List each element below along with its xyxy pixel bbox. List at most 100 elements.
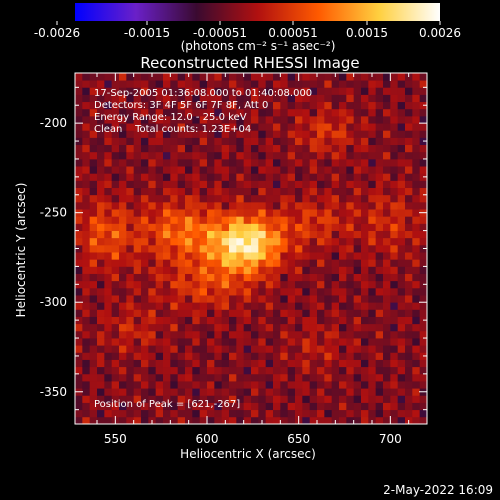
heatmap-cell	[368, 381, 377, 389]
heatmap-cell	[258, 180, 267, 189]
heatmap-cell	[243, 80, 252, 88]
heatmap-cell	[75, 359, 83, 368]
heatmap-cell	[405, 223, 413, 231]
heatmap-cell	[199, 173, 208, 181]
heatmap-cell	[148, 201, 157, 210]
heatmap-cell	[199, 395, 208, 403]
heatmap-cell	[199, 287, 208, 296]
heatmap-cell	[361, 252, 369, 260]
heatmap-cell	[280, 395, 289, 403]
heatmap-cell	[192, 166, 201, 174]
heatmap-cell	[390, 366, 399, 375]
heatmap-cell	[251, 108, 259, 117]
heatmap-cell	[287, 94, 296, 103]
heatmap-cell	[339, 173, 347, 181]
heatmap-cell	[97, 388, 105, 396]
heatmap-cell	[141, 108, 149, 117]
heatmap-cell	[375, 230, 384, 239]
heatmap-cell	[141, 266, 149, 274]
heatmap-cell	[207, 151, 215, 160]
heatmap-cell	[126, 395, 135, 403]
heatmap-cell	[170, 323, 179, 332]
heatmap-cell	[185, 373, 193, 382]
heatmap-cell	[375, 151, 384, 160]
heatmap-cell	[383, 237, 391, 246]
heatmap-cell	[397, 309, 406, 317]
heatmap-cell	[111, 237, 120, 246]
heatmap-cell	[170, 388, 179, 396]
heatmap-cell	[236, 223, 245, 231]
heatmap-cell	[177, 237, 186, 246]
heatmap-cell	[331, 209, 340, 217]
heatmap-cell	[192, 388, 201, 396]
heatmap-cell	[229, 266, 237, 274]
heatmap-cell	[375, 330, 384, 339]
heatmap-cell	[339, 244, 347, 253]
heatmap-cell	[353, 259, 362, 267]
heatmap-cell	[375, 201, 384, 210]
heatmap-cell	[192, 237, 201, 246]
heatmap-cell	[317, 237, 325, 246]
heatmap-cell	[265, 137, 274, 146]
heatmap-cell	[412, 209, 421, 217]
heatmap-cell	[104, 144, 113, 153]
x-axis: 550 600 650 700 Heliocentric X (arcsec)	[104, 432, 402, 461]
heatmap-cell	[317, 287, 325, 296]
heatmap-cell	[97, 151, 105, 160]
heatmap-cell	[346, 352, 355, 360]
heatmap-cell	[199, 187, 208, 196]
heatmap-cell	[295, 94, 303, 103]
heatmap-cell	[133, 345, 142, 353]
heatmap-cell	[229, 252, 237, 260]
heatmap-cell	[126, 338, 135, 346]
heatmap-cell	[361, 223, 369, 231]
heatmap-cell	[324, 295, 333, 303]
heatmap-cell	[405, 359, 413, 368]
heatmap-cell	[177, 409, 186, 418]
heatmap-cell	[111, 338, 120, 346]
heatmap-cell	[265, 237, 274, 246]
heatmap-cell	[287, 187, 296, 196]
heatmap-cell	[368, 409, 377, 418]
heatmap-cell	[273, 94, 281, 103]
heatmap-cell	[148, 266, 157, 274]
heatmap-cell	[104, 187, 113, 196]
heatmap-cell	[192, 180, 201, 189]
heatmap-cell	[331, 137, 340, 146]
heatmap-cell	[236, 316, 245, 325]
heatmap-cell	[163, 330, 171, 339]
heatmap-cell	[302, 194, 311, 203]
heatmap-cell	[302, 366, 311, 375]
heatmap-cell	[412, 216, 421, 224]
heatmap-cell	[177, 209, 186, 217]
heatmap-cell	[265, 130, 274, 138]
heatmap-cell	[295, 252, 303, 260]
heatmap-cell	[258, 330, 267, 339]
heatmap-cell	[133, 230, 142, 239]
heatmap-cell	[141, 409, 149, 418]
heatmap-cell	[405, 209, 413, 217]
heatmap-cell	[273, 101, 281, 110]
heatmap-cell	[119, 316, 127, 325]
heatmap-cell	[317, 323, 325, 332]
heatmap-cell	[405, 244, 413, 253]
heatmap-cell	[192, 194, 201, 203]
heatmap-cell	[192, 173, 201, 181]
heatmap-cell	[221, 223, 230, 231]
heatmap-cell	[243, 166, 252, 174]
heatmap-cell	[405, 180, 413, 189]
heatmap-cell	[265, 73, 274, 81]
heatmap-cell	[229, 201, 237, 210]
heatmap-cell	[353, 309, 362, 317]
heatmap-cell	[317, 94, 325, 103]
heatmap-cell	[207, 330, 215, 339]
heatmap-cell	[309, 87, 318, 95]
heatmap-cell	[126, 302, 135, 310]
heatmap-cell	[405, 373, 413, 382]
heatmap-cell	[346, 395, 355, 403]
heatmap-cell	[126, 280, 135, 289]
heatmap-cell	[331, 151, 340, 160]
heatmap-cell	[185, 395, 193, 403]
heatmap-cell	[419, 366, 428, 375]
heatmap-cell	[302, 166, 311, 174]
